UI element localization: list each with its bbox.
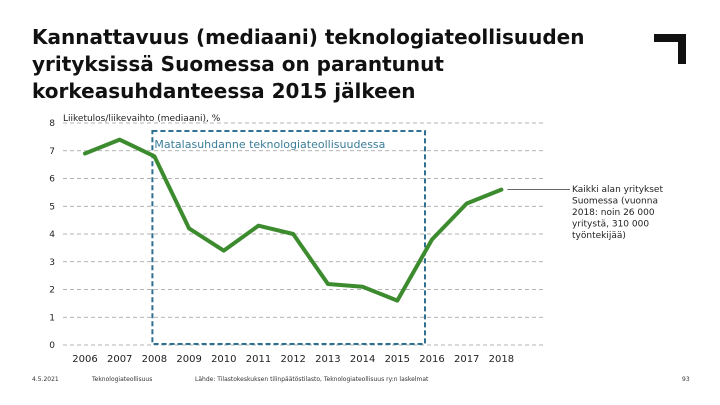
- x-tick-label: 2018: [489, 354, 514, 365]
- page-title: Kannattavuus (mediaani) teknologiateolli…: [32, 24, 632, 105]
- x-tick-label: 2015: [385, 354, 410, 365]
- y-tick-label: 7: [49, 147, 55, 157]
- y-tick-label: 6: [49, 175, 55, 185]
- y-tick-label: 4: [49, 230, 55, 240]
- x-tick-label: 2012: [280, 354, 305, 365]
- data-point: [430, 238, 434, 242]
- data-point: [395, 299, 399, 303]
- footer-source: Lähde: Tilastokeskuksen tilinpäätöstilas…: [195, 376, 429, 383]
- title-line-1: Kannattavuus (mediaani) teknologiateolli…: [32, 25, 585, 49]
- footer-organization: Teknologiateollisuus: [92, 376, 153, 383]
- x-tick-label: 2010: [211, 354, 236, 365]
- y-tick-label: 3: [49, 258, 55, 268]
- series-label-line: 2018: noin 26 000: [572, 208, 655, 218]
- series-label-line: yritystä, 310 000: [572, 220, 649, 230]
- data-point: [326, 282, 330, 286]
- title-line-3: korkeasuhdanteessa 2015 jälkeen: [32, 79, 416, 103]
- x-tick-label: 2009: [176, 354, 201, 365]
- data-point: [291, 232, 295, 236]
- brand-logo-icon: [654, 34, 686, 64]
- series-layer: [83, 137, 504, 303]
- y-tick-label: 0: [49, 341, 55, 351]
- data-point: [118, 138, 122, 142]
- series-label-line: Suomessa (vuonna: [572, 197, 658, 207]
- grid-lines: [63, 122, 545, 346]
- data-point: [222, 249, 226, 253]
- recession-highlight-label: Matalasuhdanne teknologiateollisuudessa: [154, 138, 385, 151]
- footer-date: 4.5.2021: [32, 376, 59, 383]
- data-point: [187, 226, 191, 230]
- data-point: [152, 154, 156, 158]
- y-tick-label: 8: [49, 119, 55, 129]
- x-tick-label: 2007: [107, 354, 132, 365]
- series-line: [83, 137, 504, 303]
- title-line-2: yrityksissä Suomessa on parantunut: [32, 52, 444, 76]
- series-label-line: Kaikki alan yritykset: [572, 185, 663, 195]
- series-label: Kaikki alan yritykset Suomessa (vuonna201…: [572, 185, 663, 241]
- data-point: [83, 152, 87, 156]
- y-axis-ticks: 0 1 2 3 4 5 6 7 8: [49, 119, 55, 351]
- x-tick-label: 2006: [72, 354, 97, 365]
- recession-highlight-box: [151, 130, 426, 345]
- data-point: [465, 201, 469, 205]
- y-axis-label: Liiketulos/liikevaihto (mediaani), %: [63, 114, 221, 124]
- footer-page-number: 93: [682, 376, 690, 383]
- data-point: [499, 188, 503, 192]
- x-tick-label: 2016: [419, 354, 444, 365]
- x-axis-ticks: 2006 2007 2008 2009 2010 2011 2012 2013 2014 2015…: [72, 354, 514, 365]
- x-tick-label: 2008: [142, 354, 167, 365]
- x-tick-label: 2011: [246, 354, 271, 365]
- data-point: [361, 285, 365, 289]
- y-tick-label: 5: [49, 202, 55, 212]
- y-tick-label: 2: [49, 286, 55, 296]
- y-tick-label: 1: [49, 313, 55, 323]
- x-tick-label: 2013: [315, 354, 340, 365]
- x-tick-label: 2017: [454, 354, 479, 365]
- series-label-line: työntekijää): [572, 231, 626, 241]
- data-point: [257, 224, 260, 228]
- x-tick-label: 2014: [350, 354, 375, 365]
